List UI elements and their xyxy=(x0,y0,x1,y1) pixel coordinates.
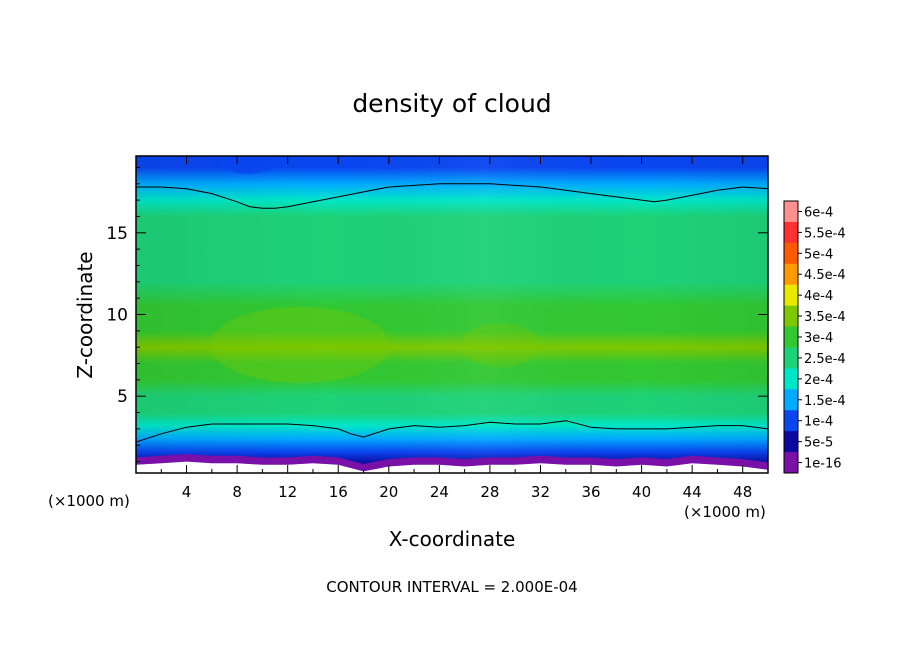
colorbar-swatch xyxy=(784,264,798,285)
y-tick-label: 15 xyxy=(106,224,128,244)
plot-area xyxy=(136,146,768,475)
x-tick-label: 24 xyxy=(430,483,449,501)
colorbar-label: 5e-4 xyxy=(804,247,833,262)
colorbar-label: 1.5e-4 xyxy=(804,394,846,409)
colorbar-swatch xyxy=(784,222,798,243)
colorbar-swatch xyxy=(784,389,798,410)
colorbar-label: 6e-4 xyxy=(804,205,833,220)
x-tick-label: 40 xyxy=(632,483,651,501)
colorbar-swatch xyxy=(784,327,798,348)
y-tick-label: 5 xyxy=(117,387,128,407)
x-tick-label: 44 xyxy=(683,483,702,501)
colorbar-label: 4.5e-4 xyxy=(804,268,846,283)
colorbar-swatch xyxy=(784,452,798,473)
colorbar-label: 5e-5 xyxy=(804,436,833,451)
high-density-core xyxy=(460,323,540,367)
y-axis-label: Z-coordinate xyxy=(73,251,97,378)
x-tick-label: 12 xyxy=(278,483,297,501)
high-density-core xyxy=(210,307,390,383)
colorbar-label: 1e-4 xyxy=(804,415,833,430)
colorbar-swatch xyxy=(784,347,798,368)
colorbar-label: 3e-4 xyxy=(804,331,833,346)
y-unit-label: (×1000 m) xyxy=(48,492,130,510)
colorbar-label: 2e-4 xyxy=(804,373,833,388)
colorbar-label: 1e-16 xyxy=(804,457,842,472)
x-tick-label: 32 xyxy=(531,483,550,501)
colorbar-label: 4e-4 xyxy=(804,289,833,304)
x-tick-label: 36 xyxy=(581,483,600,501)
x-tick-label: 4 xyxy=(182,483,192,501)
colorbar-label: 2.5e-4 xyxy=(804,352,846,367)
colorbar-swatch xyxy=(784,410,798,431)
colorbar-swatch xyxy=(784,243,798,264)
colorbar-swatch xyxy=(784,431,798,452)
x-unit-label: (×1000 m) xyxy=(684,503,766,521)
colorbar-swatch xyxy=(784,285,798,306)
contour-interval-note: CONTOUR INTERVAL = 2.000E-04 xyxy=(326,578,577,596)
x-tick-label: 28 xyxy=(480,483,499,501)
x-tick-label: 48 xyxy=(733,483,752,501)
chart-title: density of cloud xyxy=(352,89,551,118)
colorbar-swatch xyxy=(784,306,798,327)
colorbar-swatch xyxy=(784,368,798,389)
colorbar-label: 5.5e-4 xyxy=(804,226,846,241)
x-tick-label: 16 xyxy=(329,483,348,501)
y-tick-label: 10 xyxy=(106,306,128,326)
colorbar-label: 3.5e-4 xyxy=(804,310,846,325)
x-axis-label: X-coordinate xyxy=(389,527,516,551)
x-tick-label: 20 xyxy=(379,483,398,501)
low-density-pocket xyxy=(218,146,278,174)
x-tick-label: 8 xyxy=(232,483,242,501)
density-field-shading xyxy=(136,156,768,473)
colorbar: 6e-4 5.5e-4 5e-4 4.5e-4 4e-4 3.5e-4 3e-4 2.5e-4… xyxy=(784,201,846,474)
colorbar-swatch xyxy=(784,201,798,222)
